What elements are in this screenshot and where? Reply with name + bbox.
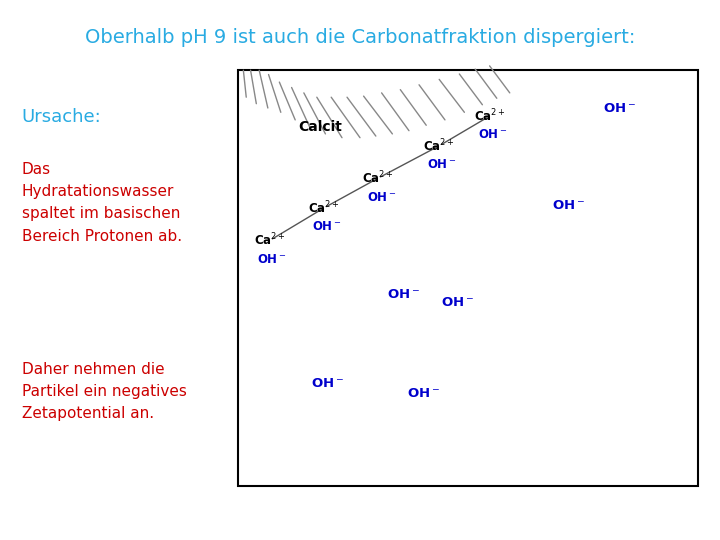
Text: OH$^-$: OH$^-$ bbox=[311, 377, 344, 390]
Text: Ca$^{2+}$: Ca$^{2+}$ bbox=[254, 232, 286, 248]
Text: OH$^-$: OH$^-$ bbox=[312, 220, 342, 233]
Text: Ca$^{2+}$: Ca$^{2+}$ bbox=[308, 200, 340, 216]
Text: OH$^-$: OH$^-$ bbox=[366, 191, 397, 204]
Text: Ursache:: Ursache: bbox=[22, 108, 102, 126]
Bar bbox=[238, 70, 698, 486]
Text: Oberhalb pH 9 ist auch die Carbonatfraktion dispergiert:: Oberhalb pH 9 ist auch die Carbonatfrakt… bbox=[85, 28, 635, 48]
Text: OH$^-$: OH$^-$ bbox=[441, 296, 474, 309]
Text: Ca$^{2+}$: Ca$^{2+}$ bbox=[474, 108, 505, 124]
Text: OH$^-$: OH$^-$ bbox=[427, 158, 457, 171]
Text: Das
Hydratationswasser
spaltet im basischen
Bereich Protonen ab.: Das Hydratationswasser spaltet im basisc… bbox=[22, 162, 181, 244]
Text: OH$^-$: OH$^-$ bbox=[552, 199, 585, 212]
Text: Ca$^{2+}$: Ca$^{2+}$ bbox=[362, 170, 394, 186]
Text: OH$^-$: OH$^-$ bbox=[407, 387, 440, 400]
Text: OH$^-$: OH$^-$ bbox=[478, 129, 508, 141]
Text: OH$^-$: OH$^-$ bbox=[387, 288, 420, 301]
Text: Daher nehmen die
Partikel ein negatives
Zetapotential an.: Daher nehmen die Partikel ein negatives … bbox=[22, 362, 186, 421]
Text: Calcit: Calcit bbox=[299, 120, 342, 134]
Text: OH$^-$: OH$^-$ bbox=[257, 253, 287, 266]
Text: Ca$^{2+}$: Ca$^{2+}$ bbox=[423, 138, 455, 154]
Text: OH$^-$: OH$^-$ bbox=[603, 102, 636, 114]
